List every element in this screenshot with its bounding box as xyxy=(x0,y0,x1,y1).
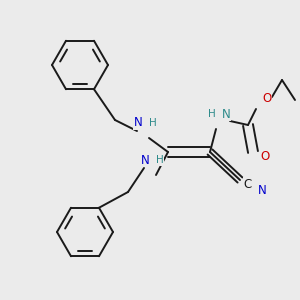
Text: N: N xyxy=(134,116,142,130)
Text: H: H xyxy=(156,155,164,165)
Text: N: N xyxy=(258,184,266,196)
Text: N: N xyxy=(141,154,149,166)
Text: C: C xyxy=(244,178,252,190)
Text: H: H xyxy=(149,118,157,128)
Text: N: N xyxy=(222,107,230,121)
Text: O: O xyxy=(262,92,272,106)
Text: O: O xyxy=(260,149,270,163)
Text: H: H xyxy=(208,109,216,119)
